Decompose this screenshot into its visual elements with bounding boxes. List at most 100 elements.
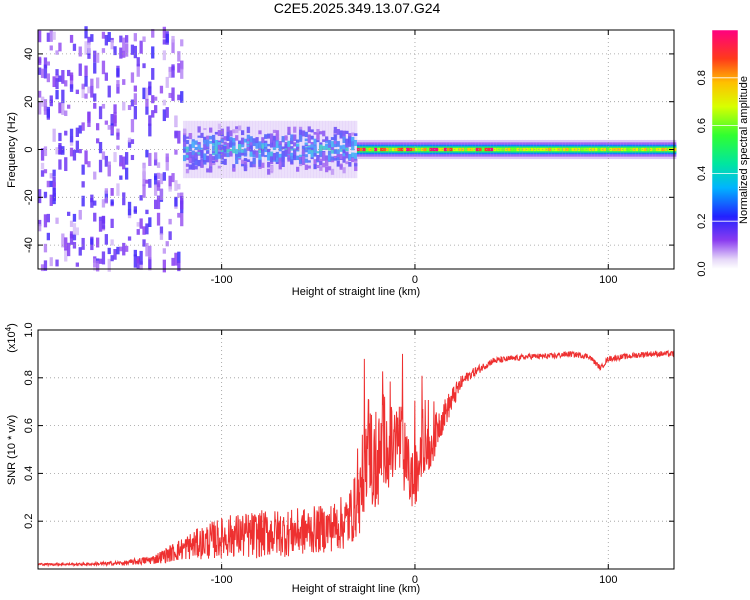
heatmap-cell: [443, 147, 448, 152]
heatmap-cell: [101, 103, 106, 109]
heatmap-cell: [174, 130, 178, 139]
heatmap-cell: [298, 155, 303, 161]
heatmap-cell: [211, 143, 216, 146]
heatmap-cell: [168, 175, 172, 190]
heatmap-cell: [159, 226, 164, 235]
heatmap-cell: [139, 40, 143, 54]
spectrogram-y-tick-label: -40: [23, 237, 35, 253]
heatmap-cell: [220, 144, 224, 151]
heatmap-cell: [319, 161, 323, 166]
heatmap-cell: [168, 92, 172, 98]
heatmap-cell: [90, 34, 94, 42]
heatmap-cell: [238, 125, 242, 131]
heatmap-cell: [38, 101, 42, 115]
heatmap-cell: [55, 90, 59, 100]
heatmap-cell: [191, 141, 195, 148]
heatmap-cell: [180, 68, 184, 79]
heatmap-cell: [284, 136, 288, 141]
heatmap-cell: [232, 164, 236, 171]
heatmap-cell: [174, 149, 178, 155]
heatmap-cell: [177, 63, 181, 73]
heatmap-cell: [148, 86, 152, 96]
heatmap-cell: [38, 90, 42, 98]
heatmap-cell: [52, 31, 56, 40]
heatmap-cell: [327, 120, 332, 179]
heatmap-cell: [49, 173, 53, 179]
heatmap-cell: [232, 120, 236, 179]
heatmap-cell: [203, 136, 207, 143]
heatmap-cell: [501, 147, 506, 152]
heatmap-cell: [148, 152, 152, 166]
heatmap-cell: [336, 129, 340, 135]
heatmap-cell: [145, 242, 149, 257]
heatmap-cell: [93, 62, 97, 74]
heatmap-cell: [182, 136, 187, 142]
heatmap-cell: [258, 164, 262, 170]
heatmap-cell: [229, 130, 233, 137]
heatmap-cell: [69, 220, 74, 227]
heatmap-cell: [69, 72, 74, 81]
heatmap-cell: [217, 123, 222, 130]
heatmap-cell: [133, 206, 137, 212]
heatmap-cell: [209, 140, 213, 144]
heatmap-cell: [220, 138, 224, 143]
heatmap-cell: [255, 152, 259, 158]
heatmap-cell: [214, 131, 219, 135]
heatmap-cell: [104, 72, 108, 81]
heatmap-cell: [310, 146, 314, 151]
heatmap-cell: [148, 115, 152, 126]
heatmap-cell: [203, 120, 207, 179]
heatmap-cell: [203, 144, 207, 148]
heatmap-cell: [177, 130, 181, 144]
heatmap-cell: [133, 93, 137, 105]
colorbar-tick-label: 0.6: [696, 118, 708, 133]
heatmap-cell: [188, 151, 193, 159]
heatmap-cell: [336, 154, 340, 160]
heatmap-cell: [290, 161, 294, 164]
snr-x-axis-label: Height of straight line (km): [292, 583, 420, 595]
heatmap-cell: [130, 154, 135, 161]
heatmap-cell: [165, 241, 169, 247]
heatmap-cell: [162, 172, 166, 181]
heatmap-cell: [122, 50, 126, 58]
heatmap-cell: [278, 159, 282, 167]
heatmap-cell: [217, 130, 222, 136]
heatmap-cell: [325, 166, 329, 173]
heatmap-cell: [330, 144, 335, 151]
heatmap-cell: [461, 147, 465, 152]
heatmap-cell: [293, 142, 297, 147]
heatmap-cell: [298, 162, 303, 167]
snr-axes: -100 0 100 0.2 0.4 0.6 0.8 1.0: [23, 322, 674, 586]
heatmap-cell: [200, 132, 204, 138]
heatmap-cell: [345, 130, 349, 134]
heatmap-cell: [78, 63, 82, 76]
heatmap-cell: [348, 142, 352, 147]
heatmap-cell: [296, 166, 300, 172]
heatmap-cell: [267, 143, 271, 147]
heatmap-cell: [345, 120, 349, 179]
heatmap-cell: [238, 157, 242, 160]
heatmap-cell: [95, 237, 100, 248]
heatmap-cell: [64, 157, 68, 172]
spectrogram-panel: -100 0 100 -40 -20 0 20 40 Height of straight l…: [6, 26, 677, 298]
heatmap-cell: [188, 144, 193, 152]
heatmap-cell: [75, 127, 79, 137]
heatmap-cell: [153, 199, 158, 210]
heatmap-cell: [206, 151, 210, 154]
heatmap-cell: [101, 199, 106, 208]
heatmap-cell: [197, 135, 201, 138]
heatmap-cell: [330, 160, 335, 163]
heatmap-cell: [69, 75, 74, 89]
heatmap-cell: [124, 167, 129, 180]
heatmap-cell: [229, 139, 233, 143]
heatmap-cell: [101, 48, 106, 53]
heatmap-cell: [223, 149, 227, 157]
heatmap-cell: [243, 161, 248, 166]
heatmap-cell: [290, 152, 294, 156]
heatmap-cell: [496, 147, 500, 152]
heatmap-cell: [165, 107, 169, 118]
heatmap-cell: [209, 128, 213, 132]
heatmap-cell: [287, 157, 291, 160]
heatmap-cell: [75, 140, 79, 153]
